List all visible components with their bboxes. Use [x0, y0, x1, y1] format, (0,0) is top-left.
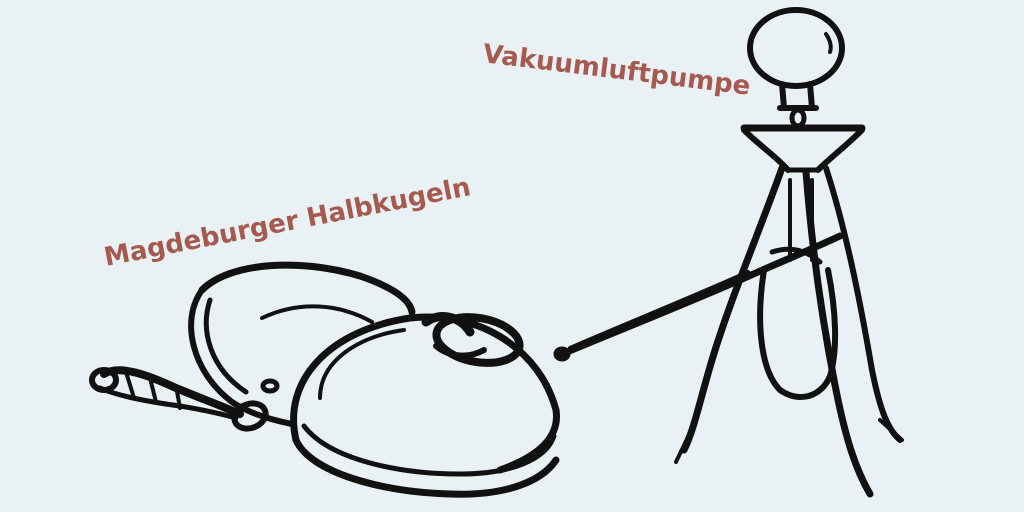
front-hemisphere-ring — [421, 312, 524, 367]
pump-chamber — [757, 178, 839, 401]
pump-funnel — [740, 124, 866, 173]
label-vakuumluftpumpe: Vakuumluftpumpe — [481, 39, 752, 102]
back-hemisphere-handle — [89, 366, 269, 432]
back-hemisphere — [188, 261, 416, 427]
magdeburg-hemispheres-drawing — [89, 261, 560, 498]
pump-lever — [553, 232, 844, 362]
front-hemisphere — [290, 313, 560, 498]
pump-bulb — [747, 7, 845, 129]
vacuum-pump-drawing — [553, 7, 904, 498]
label-magdeburger-halbkugeln: Magdeburger Halbkugeln — [102, 172, 474, 273]
